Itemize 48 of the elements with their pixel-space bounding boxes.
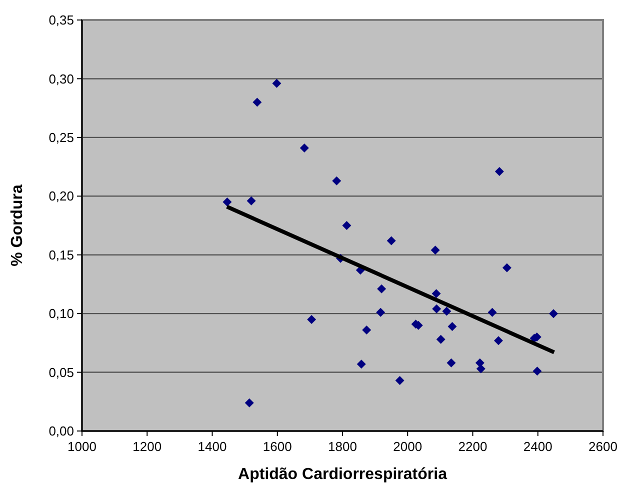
point (252, 98, 262, 107)
x-tick-label: 2600 (588, 439, 618, 454)
y-tick-label: 0,25 (48, 130, 74, 145)
point (442, 306, 452, 316)
x-tick-label: 2400 (523, 439, 552, 454)
point (494, 166, 504, 176)
point (432, 304, 442, 314)
y-tick-label: 0,35 (48, 12, 74, 28)
point (356, 360, 366, 369)
point (432, 289, 441, 298)
point (502, 263, 512, 272)
point (246, 196, 256, 206)
x-tick-label: 1000 (68, 439, 96, 454)
x-axis-title: Aptidão Cardiorrespiratória (238, 466, 448, 483)
y-axis-title: % Gordura (9, 184, 26, 266)
point (494, 336, 503, 346)
x-tick-label: 1800 (328, 439, 357, 454)
y-tick-label: 0,30 (48, 71, 74, 86)
point (362, 326, 372, 335)
point (448, 322, 457, 331)
point (532, 366, 542, 376)
y-tick-label: 0,20 (48, 188, 74, 204)
point (222, 198, 232, 207)
point (446, 358, 456, 368)
point (436, 334, 446, 344)
x-tick-label: 2000 (393, 439, 422, 454)
point (549, 309, 558, 318)
y-tick-label: 0,05 (48, 364, 74, 380)
point (307, 314, 316, 324)
point (332, 176, 342, 186)
y-tick-label: 0,10 (48, 306, 74, 322)
point (376, 308, 386, 317)
point (342, 221, 352, 230)
point (476, 364, 486, 374)
x-tick-label: 1200 (132, 439, 162, 454)
y-tick-label: 0,00 (48, 424, 74, 439)
x-tick-label: 2200 (458, 439, 488, 454)
point (244, 398, 254, 408)
point (300, 143, 309, 152)
point (395, 376, 404, 386)
x-tick-label: 1400 (198, 439, 227, 454)
x-tick-label: 1600 (262, 439, 292, 454)
y-tick-label: 0,15 (48, 247, 74, 262)
point (488, 308, 497, 317)
point (377, 284, 386, 294)
point (386, 236, 396, 246)
point (430, 246, 440, 255)
point (272, 78, 282, 88)
